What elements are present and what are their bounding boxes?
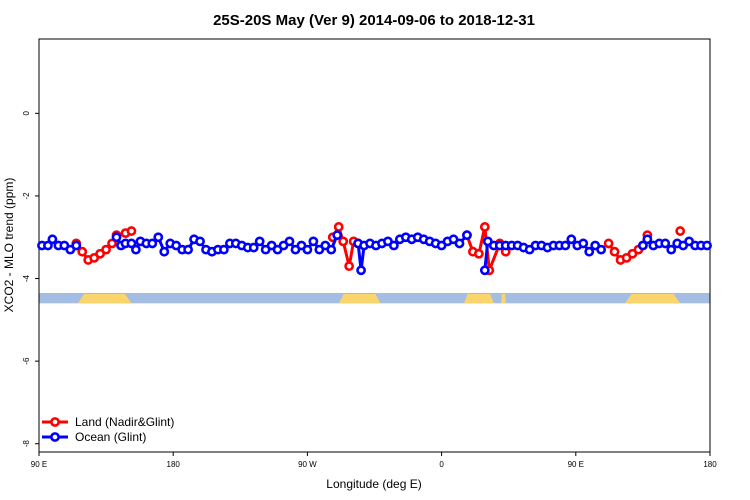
series-0-point-0-1	[77, 246, 88, 257]
series-0-point-0-5	[101, 244, 111, 255]
land-band-4	[625, 293, 681, 304]
legend-label-1: Ocean (Glint)	[75, 430, 146, 444]
series-1-point-1-9	[159, 246, 170, 257]
series-1-point-1-24	[248, 242, 259, 253]
x-tick-label-3: 0	[439, 460, 444, 469]
x-axis: 90 E 180 90 W 0 90 E 180	[31, 452, 717, 469]
y-tick-label-3: -6	[22, 357, 31, 365]
land-band-1	[338, 293, 381, 304]
series-1	[37, 230, 712, 276]
series-1-point-3-17	[578, 238, 589, 249]
series-1-point-3-0	[479, 265, 490, 276]
x-tick-label-5: 180	[703, 460, 717, 469]
x-tick-label-1: 180	[167, 460, 181, 469]
series-0-point-3-1	[609, 246, 620, 257]
series-1-point-1-13	[183, 244, 194, 255]
legend-label-0: Land (Nadir&Glint)	[75, 415, 174, 429]
series-1-point-1-7	[147, 238, 158, 249]
series-1-point-0-1	[43, 240, 53, 251]
series-1-point-1-38	[332, 230, 343, 241]
y-tick-label-2: -4	[22, 274, 31, 282]
y-tick-label-4: -8	[22, 440, 31, 448]
series-0-point-2-2	[473, 248, 484, 259]
series-1-point-2-19	[462, 230, 472, 241]
series-1-point-1-30	[284, 236, 295, 247]
series-1-point-1-15	[195, 236, 205, 247]
series-1-point-1-25	[254, 236, 265, 247]
series-0-point-1-2	[338, 236, 349, 247]
series-1-point-3-14	[560, 240, 571, 251]
series-1-point-3-15	[566, 234, 577, 245]
series-0-point-2-3	[479, 222, 490, 232]
series-1-point-3-18	[584, 246, 595, 257]
y-axis-label: XCO2 - MLO trend (ppm)	[2, 178, 16, 313]
series-0-point-0-9	[126, 226, 137, 236]
x-axis-label: Longitude (deg E)	[326, 477, 421, 491]
x-tick-label-0: 90 E	[31, 460, 47, 469]
series-0-point-1-3	[344, 261, 355, 272]
series-1-point-4-0	[638, 240, 648, 251]
land-band-0	[77, 293, 132, 304]
legend-marker-0	[50, 417, 60, 427]
series-1-point-4-11	[702, 240, 712, 251]
legend: Land (Nadir&Glint)Ocean (Glint)	[42, 415, 174, 444]
x-tick-label-2: 90 W	[298, 460, 317, 469]
series-1-point-4-5	[666, 244, 677, 255]
series-1-point-4-4	[660, 238, 671, 249]
series-1-point-0-6	[71, 240, 82, 251]
y-tick-label-1: -2	[22, 192, 31, 200]
x-tick-label-4: 90 E	[568, 460, 584, 469]
land-band-2	[463, 293, 494, 304]
series-1-point-2-18	[454, 238, 465, 249]
series-1-point-1-8	[153, 232, 164, 243]
series-0-point-3-0	[603, 238, 614, 249]
legend-marker-1	[50, 432, 60, 442]
y-axis: 0 -2 -4 -6 -8	[22, 111, 39, 448]
series-1-point-1-33	[302, 244, 313, 255]
series-1-point-1-3	[126, 238, 137, 249]
background-band	[39, 292, 710, 304]
series-0-point-0-6	[107, 238, 117, 249]
series-1-point-1-34	[308, 236, 319, 247]
series-1-point-1-0	[111, 232, 122, 243]
series-layer	[37, 222, 712, 276]
series-0-point-1-1	[333, 222, 344, 232]
series-1-point-2-7	[388, 240, 399, 251]
series-1-point-3-20	[596, 244, 607, 255]
series-1-point-1-37	[326, 244, 337, 255]
series-0-point-4-0	[675, 226, 686, 236]
series-1-point-1-19	[218, 244, 229, 255]
y-tick-label-0: 0	[22, 111, 31, 116]
series-1-point-4-1	[642, 234, 653, 245]
chart-title: 25S-20S May (Ver 9) 2014-09-06 to 2018-1…	[213, 12, 535, 29]
series-1-point-2-1	[356, 265, 366, 276]
series-1-point-0-2	[47, 234, 58, 245]
land-band-3	[501, 293, 506, 304]
series-1-point-1-4	[131, 244, 141, 255]
